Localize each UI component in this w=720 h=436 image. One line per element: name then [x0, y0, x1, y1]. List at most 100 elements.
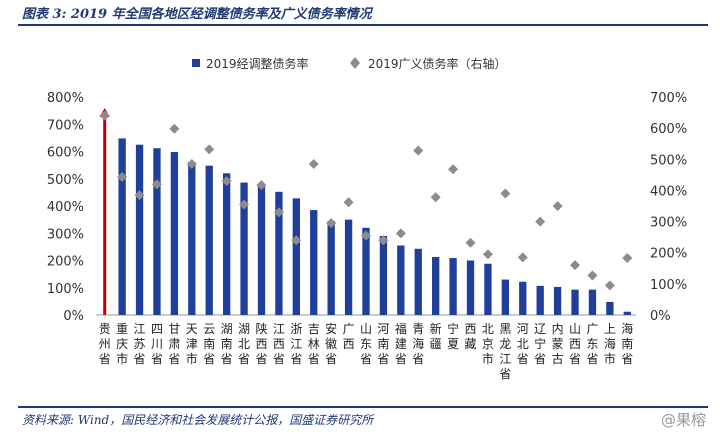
diamond-point — [151, 179, 162, 190]
bar — [571, 289, 579, 315]
legend-swatch-bar — [192, 59, 200, 67]
diamond-point — [622, 253, 633, 264]
y-right-tick-label: 700% — [650, 91, 687, 106]
x-tick-label: 广东省 — [586, 322, 598, 366]
diamond-point — [308, 158, 319, 169]
bar — [292, 198, 300, 315]
diamond-point — [500, 188, 511, 199]
x-tick-label: 吉林省 — [308, 322, 320, 366]
watermark: @果榕 — [660, 411, 706, 429]
diamond-point — [326, 218, 337, 229]
diamond-point — [186, 158, 197, 169]
diamond-point — [395, 228, 406, 239]
x-tick-label: 黑龙江省 — [499, 322, 511, 381]
bar — [397, 245, 405, 315]
bar — [344, 219, 353, 315]
y-right-tick-label: 500% — [650, 153, 687, 168]
x-tick-label: 北京市 — [482, 322, 494, 366]
diamond-point — [291, 235, 302, 246]
diamond-point — [361, 230, 371, 241]
diamond-point — [517, 252, 528, 263]
bar — [153, 148, 161, 315]
x-tick-label: 四川省 — [151, 322, 163, 366]
bar — [240, 182, 248, 315]
x-tick-label: 海南省 — [621, 321, 633, 366]
y-right-tick-label: 600% — [650, 122, 687, 137]
x-tick-label: 重庆市 — [116, 322, 128, 366]
diamond-point — [465, 237, 476, 248]
bar — [466, 260, 475, 315]
diamond-point — [604, 280, 615, 291]
x-tick-label: 贵州省 — [99, 322, 111, 366]
x-tick-label: 西藏 — [465, 322, 477, 351]
legend-label-bar: 2019经调整债务率 — [206, 56, 309, 71]
diamond-point — [169, 123, 180, 134]
y-right-tick-label: 100% — [650, 278, 687, 293]
bar — [623, 311, 631, 315]
bar — [327, 220, 335, 315]
bar — [414, 248, 422, 315]
bar — [379, 235, 388, 315]
diamond-point — [204, 144, 215, 155]
diamond-point — [378, 235, 389, 246]
bar — [432, 256, 440, 315]
diamond-point — [343, 197, 354, 208]
y-right-tick-label: 400% — [650, 184, 687, 199]
x-tick-label: 湖北省 — [238, 321, 250, 366]
x-tick-label: 天津市 — [186, 322, 198, 366]
y-right-tick-label: 200% — [650, 247, 687, 262]
legend-swatch-diamond — [350, 57, 360, 69]
bar — [519, 281, 527, 315]
bar — [275, 191, 283, 315]
y-left-tick-label: 500% — [47, 173, 84, 188]
bar — [449, 258, 457, 315]
bar — [118, 138, 126, 315]
bar — [205, 165, 213, 315]
y-left-tick-label: 200% — [47, 255, 84, 270]
diamond-point — [221, 176, 232, 187]
bar — [553, 286, 562, 315]
y-left-tick-label: 0% — [63, 309, 84, 324]
bar — [588, 289, 597, 315]
x-tick-label: 新疆 — [430, 321, 442, 351]
x-tick-label: 陕西省 — [255, 321, 267, 366]
diamond-point — [570, 260, 581, 271]
y-left-tick-label: 700% — [47, 118, 84, 133]
x-tick-label: 甘肃省 — [168, 322, 180, 366]
diamond-point — [448, 164, 459, 175]
diamond-point — [99, 110, 110, 121]
x-tick-label: 河南省 — [377, 322, 389, 366]
footer-divider — [18, 406, 708, 408]
y-left-tick-label: 800% — [47, 91, 84, 106]
source-note: 资料来源: Wind，国民经济和社会发展统计公报，国盛证券研究所 — [22, 413, 374, 427]
y-left-tick-label: 100% — [47, 282, 84, 297]
header-divider — [18, 24, 708, 26]
bar — [536, 285, 544, 315]
x-tick-label: 内蒙古 — [552, 322, 564, 366]
y-left-tick-label: 300% — [47, 227, 84, 242]
diamond-point — [273, 207, 284, 218]
bar — [310, 210, 318, 315]
bar — [484, 263, 492, 315]
diamond-point — [430, 192, 441, 203]
x-tick-label: 山东省 — [360, 322, 372, 366]
x-tick-label: 江西省 — [273, 322, 285, 366]
diamond-point — [117, 172, 128, 183]
y-right-tick-label: 0% — [650, 309, 671, 324]
x-tick-label: 辽宁省 — [534, 322, 546, 366]
x-tick-label: 青海省 — [412, 322, 424, 366]
diamond-point — [413, 145, 424, 156]
x-tick-label: 广西 — [343, 322, 355, 351]
diamond-point — [552, 201, 563, 211]
x-tick-label: 浙江省 — [290, 322, 302, 366]
x-tick-label: 云南省 — [203, 322, 215, 366]
x-tick-label: 福建省 — [395, 321, 407, 366]
legend-label-diamond: 2019广义债务率（右轴） — [368, 56, 507, 71]
x-tick-label: 安徽省 — [325, 321, 337, 366]
bar — [257, 184, 266, 315]
diamond-point — [535, 216, 546, 227]
bar — [606, 301, 614, 315]
x-tick-label: 山西省 — [569, 322, 581, 366]
bar — [362, 227, 370, 315]
